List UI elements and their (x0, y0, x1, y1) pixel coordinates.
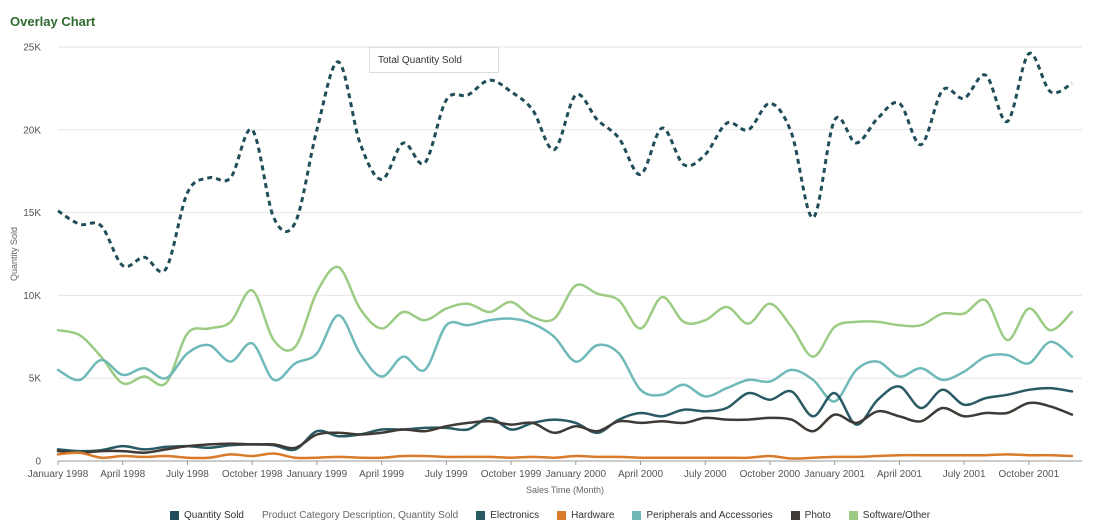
legend-label: Software/Other (862, 510, 931, 521)
x-tick-label: January 1998 (28, 469, 89, 480)
x-tick-label: July 1998 (166, 469, 209, 480)
x-tick-label: July 2001 (943, 469, 986, 480)
legend-swatch (848, 511, 858, 520)
y-tick-label: 25K (23, 43, 41, 54)
x-tick-label: April 2000 (618, 469, 663, 480)
y-tick-label: 0 (35, 457, 41, 468)
legend-label: Photo (804, 510, 831, 521)
legend-group-title: Product Category Description, Quantity S… (261, 510, 459, 521)
x-tick-label: April 2001 (877, 469, 922, 480)
series-line-software-other (56, 265, 1074, 387)
legend-swatch (632, 511, 642, 520)
legend-swatch (476, 511, 486, 520)
legend-item-quantity-sold[interactable]: Quantity Sold (169, 510, 244, 521)
series-line-electronics (56, 385, 1074, 453)
y-tick-label: 5K (29, 374, 42, 385)
legend-label: Electronics (490, 510, 540, 521)
legend-label: Quantity Sold (183, 510, 244, 521)
x-tick-label: April 1998 (100, 469, 145, 480)
x-axis-label: Sales Time (Month) (526, 485, 604, 495)
x-tick-label: January 2000 (545, 469, 606, 480)
page-title: Overlay Chart (10, 14, 96, 29)
x-tick-label: October 2000 (740, 469, 801, 480)
x-tick-label: July 1999 (425, 469, 468, 480)
x-tick-label: January 1999 (287, 469, 348, 480)
y-tick-label: 10K (23, 291, 41, 302)
legend-item-peripherals[interactable]: Peripherals and Accessories (632, 510, 773, 521)
legend-item-photo[interactable]: Photo (790, 510, 831, 521)
legend-item-software-other[interactable]: Software/Other (848, 510, 931, 521)
y-axis-label: Quantity Sold (9, 227, 19, 281)
x-tick-label: January 2001 (804, 469, 865, 480)
legend-item-hardware[interactable]: Hardware (557, 510, 614, 521)
legend-swatch (790, 511, 800, 520)
legend-label: Hardware (571, 510, 615, 521)
x-tick-label: October 1998 (222, 469, 283, 480)
legend-swatch (169, 511, 179, 520)
y-tick-label: 20K (23, 125, 41, 136)
series-line-quantity-sold (57, 52, 1073, 274)
series-line-peripherals-and-accessories (56, 314, 1074, 403)
tooltip: Total Quantity Sold (369, 47, 499, 73)
legend-swatch (557, 511, 567, 520)
series-line-hardware (56, 451, 1074, 460)
x-tick-label: October 2001 (999, 469, 1060, 480)
x-tick-label: April 1999 (359, 469, 404, 480)
x-tick-label: July 2000 (684, 469, 727, 480)
x-tick-label: October 1999 (481, 469, 542, 480)
legend-item-electronics[interactable]: Electronics (476, 510, 539, 521)
legend-label: Peripherals and Accessories (646, 510, 773, 521)
legend: Quantity Sold Product Category Descripti… (0, 510, 1100, 521)
series-line-photo (56, 401, 1074, 454)
y-tick-label: 15K (23, 208, 41, 219)
